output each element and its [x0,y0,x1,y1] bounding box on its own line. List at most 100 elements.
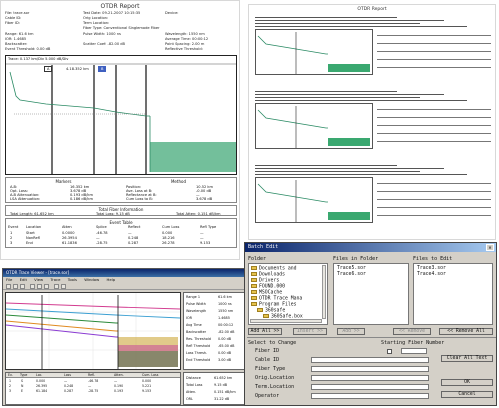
term-location-input[interactable] [311,384,429,390]
folder-tree-scrollbar[interactable] [322,265,326,319]
event-list-pane: Ev. Type Loc. Loss Refl. Atten. Cum. Los… [5,372,181,405]
param-label: Res. Threshold [186,337,211,341]
param-label: Wavelength [186,309,207,313]
trace-plot-pane[interactable] [5,292,181,370]
report-icon[interactable] [61,284,66,289]
folder-tree-hscrollbar[interactable] [250,319,322,323]
event-header-cell[interactable]: Refl. [88,373,96,377]
menu-window[interactable]: Window [84,277,100,282]
folder-item-label: Program Files [259,302,297,308]
zoom-in-icon[interactable] [30,284,35,289]
folder-item[interactable]: 360Safe.box [263,314,303,320]
folder-item[interactable]: Drivers [251,278,279,284]
folder-tree[interactable]: Documents and Downloads Drivers FOUND.00… [248,263,328,325]
ok-button[interactable]: OK [441,379,493,386]
event-header-cell[interactable]: Type [20,373,28,377]
thumb-trace-svg [257,180,370,222]
event-header-cell[interactable]: Atten. [114,373,124,377]
param-label: Range 1 [186,295,200,299]
event-header-cell[interactable]: Loc. [36,373,43,377]
folder-icon [251,302,257,306]
cable-id-input[interactable] [311,357,429,363]
event-cell: 0.248 [128,236,139,240]
info-value: 9.15 dB [214,383,228,387]
add-button[interactable]: Add >> [337,328,365,335]
remove-button[interactable]: << Remove [393,328,431,335]
file-item[interactable]: Trace5.sor [337,266,366,271]
app-titlebar[interactable]: OTDR Trace Viewer - [trace.sor] [3,269,245,277]
operator-input[interactable] [311,393,429,399]
marker-value: 3.678 dB [70,189,87,193]
remove-all-button[interactable]: << Remove All [439,328,493,335]
print-icon[interactable] [20,284,25,289]
header-fiber-type: Fiber Type: Conventional Singlemode Fibe… [83,26,160,30]
file-item[interactable]: Trace6.sor [337,272,366,277]
param-value: -65.00 dB [218,344,235,348]
menu-edit[interactable]: Edit [19,277,27,282]
dialog-title[interactable]: Batch Edit [245,243,496,252]
menu-trace[interactable]: Trace [50,277,61,282]
menu-view[interactable]: View [34,277,44,282]
fiber-id-checkbox[interactable] [387,349,392,354]
noise-band-green [118,351,178,367]
info-label: Atten. [186,390,197,394]
info-label: ORL [186,397,193,401]
marker-icon[interactable] [54,284,59,289]
event-row[interactable]: 2 N 26.395 0.248 — 0.190 5.221 [6,384,180,389]
fit-icon[interactable] [44,284,49,289]
thumb-trace-line [257,35,328,55]
event-cell: 26.395 [36,384,48,388]
fiber-type-select[interactable] [311,366,429,372]
event-cell: — [200,236,204,240]
event-col-header: Splice [96,225,107,229]
event-cell: Start [26,231,35,235]
method-label: Cum Loss to B: [126,197,153,201]
thumb-table-row [377,183,491,184]
folders-label: Folder [248,256,267,262]
add-all-button[interactable]: Add All >> [248,328,282,335]
menu-help[interactable]: Help [106,277,116,282]
header-cable-id: Cable ID: [5,16,22,20]
folder-item[interactable]: 360safe [257,308,285,314]
open-icon[interactable] [6,284,11,289]
event-header-cell[interactable]: Ev. [8,373,13,377]
folder-item[interactable]: MSOCache [251,290,282,296]
thumb-trace-block [255,163,491,225]
thumb-trace-line [257,109,328,129]
folder-item[interactable]: Program Files [251,302,297,308]
cancel-button[interactable]: Cancel [441,391,493,398]
trace-plot: Trace: 0.137 km/Div 5.000 dB/Div A B 4.1… [5,55,237,175]
event-header-cell[interactable]: Loss [64,373,71,377]
header-term-location: Term Location: [83,21,110,25]
folder-item[interactable]: FOUND.000 [251,284,285,290]
zoom-out-icon[interactable] [37,284,42,289]
files-to-edit-list[interactable]: Trace3.sor Trace4.sor [413,263,493,325]
menu-file[interactable]: File [6,277,13,282]
thumb-trace-graph [255,177,373,223]
starting-fiber-number-input[interactable] [401,348,427,354]
thumb-table [377,29,491,75]
menu-tools[interactable]: Tools [67,277,78,282]
event-header-cell[interactable]: Cum. Loss [142,373,159,377]
trace-series-orange [5,320,118,332]
event-row[interactable]: 1 S 0.000 — -46.78 — 0.000 [6,379,180,384]
orig-location-input[interactable] [311,375,429,381]
method-value: 3.678 dB [196,197,213,201]
close-icon[interactable]: ✕ [486,244,494,251]
file-item[interactable]: Trace3.sor [417,266,446,271]
folder-item[interactable]: Downloads [251,272,285,278]
insert-button[interactable]: Insert >> [293,328,327,335]
thumb-trace-graph [255,29,373,75]
clear-all-text-button[interactable]: Clear All Text [441,355,493,362]
folder-item[interactable]: Documents and [251,266,297,272]
file-item[interactable]: Trace4.sor [417,272,446,277]
otdr-report-thumbnail: OTDR Report [248,4,496,240]
files-in-folder-list[interactable]: Trace5.sor Trace6.sor [333,263,409,325]
folder-item[interactable]: OTDR Trace Mana [251,296,302,302]
event-row[interactable]: 3 E 61.184 0.287 -28.75 0.193 9.153 [6,389,180,394]
save-icon[interactable] [13,284,18,289]
event-cell: -46.78 [96,231,108,235]
method-title: Method [170,179,186,184]
header-average-time: Average Time: 00:00:12 [165,37,209,41]
folder-item-label: OTDR Trace Mana [259,296,303,302]
